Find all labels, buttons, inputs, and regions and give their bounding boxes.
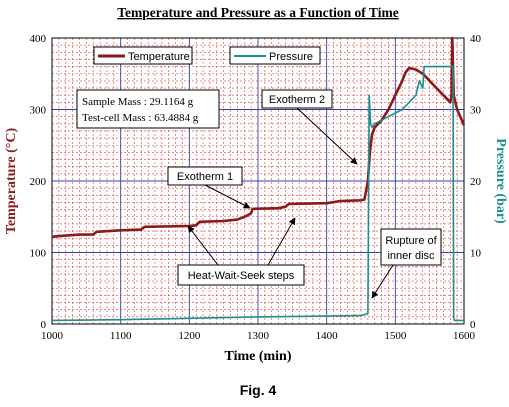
chart-title: Temperature and Pressure as a Function o…: [117, 5, 398, 20]
exotherm-2-text: Exotherm 2: [269, 94, 325, 106]
y-left-tick-label: 400: [30, 33, 47, 45]
info-box-frame: [76, 89, 220, 129]
legend-pressure-label: Pressure: [269, 51, 313, 63]
y-right-axis-ticks: 0 10 20 30 40: [470, 33, 482, 331]
x-tick-label: 1000: [41, 330, 64, 342]
heat-wait-seek-arrow-left: [187, 225, 219, 266]
test-cell-mass-text: Test-cell Mass : 63.4884 g: [82, 112, 199, 124]
sample-mass-text: Sample Mass : 29.1164 g: [82, 96, 194, 108]
legend-temperature-box: [93, 46, 193, 65]
y-left-axis-label: Temperature (°C): [4, 128, 19, 235]
plot-frame: [51, 37, 465, 325]
series-line-temperature: [51, 36, 466, 239]
x-tick-label: 1400: [316, 330, 339, 342]
x-tick-label: 1600: [453, 330, 476, 342]
figure-caption: Fig. 4: [240, 382, 277, 398]
exotherm-2-callout: Exotherm 2: [261, 89, 358, 165]
rupture-text-line2: inner disc: [387, 250, 435, 262]
y-right-tick-label: 10: [470, 248, 482, 260]
y-right-axis-label: Pressure (bar): [493, 138, 508, 224]
legend-pressure-box: [229, 46, 321, 65]
series-group: [51, 36, 466, 322]
heat-wait-seek-text: Heat-Wait-Seek steps: [188, 270, 295, 282]
y-right-tick-label: 30: [470, 105, 482, 117]
heat-wait-seek-callout: Heat-Wait-Seek steps: [177, 217, 305, 286]
heat-wait-seek-arrow-right: [267, 217, 296, 266]
y-left-tick-label: 100: [30, 248, 47, 260]
exotherm-1-callout: Exotherm 1: [167, 166, 251, 209]
y-left-tick-label: 0: [41, 319, 47, 331]
y-right-tick-label: 0: [470, 319, 476, 331]
y-left-tick-label: 300: [30, 105, 47, 117]
x-axis-label: Time (min): [224, 349, 291, 364]
rupture-arrow: [371, 264, 394, 299]
series-line-pressure: [51, 65, 464, 322]
exotherm-1-text: Exotherm 1: [177, 171, 233, 183]
x-axis-ticks: 1000 1100 1200 1300 1400 1500 1600: [41, 330, 476, 342]
rupture-text-line1: Rupture of: [385, 235, 437, 247]
y-right-tick-label: 40: [470, 33, 482, 45]
exotherm-1-arrow: [204, 184, 251, 209]
rupture-callout: Rupture of inner disc: [371, 228, 442, 299]
x-tick-label: 1300: [247, 330, 270, 342]
x-tick-label: 1100: [110, 330, 132, 342]
heat-wait-seek-box: [177, 264, 305, 286]
exotherm-2-arrow: [296, 107, 358, 165]
legend: Temperature Pressure: [93, 46, 321, 65]
rupture-box: [380, 228, 442, 266]
y-left-axis-ticks: 0 100 200 300 400: [30, 33, 47, 331]
x-tick-label: 1200: [178, 330, 201, 342]
y-right-tick-label: 20: [470, 176, 482, 188]
legend-temperature-label: Temperature: [128, 51, 190, 63]
sample-info-box: Sample Mass : 29.1164 g Test-cell Mass :…: [76, 89, 220, 129]
x-tick-label: 1500: [384, 330, 407, 342]
y-left-tick-label: 200: [30, 176, 47, 188]
